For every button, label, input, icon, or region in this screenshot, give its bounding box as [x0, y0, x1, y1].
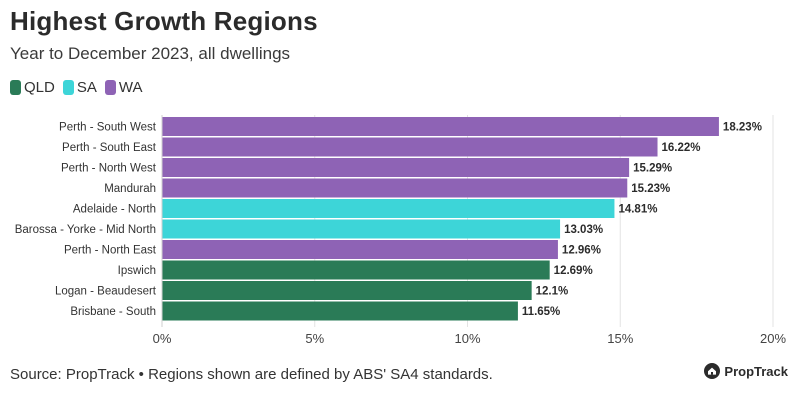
proptrack-logo-icon [704, 363, 721, 379]
bar [162, 219, 561, 239]
legend-item-wa: WA [104, 79, 143, 96]
data-label: 18.23% [723, 122, 762, 134]
category-label: Perth - North West [61, 163, 157, 175]
legend: QLD SA WA [10, 79, 142, 96]
data-label: 14.81% [618, 204, 657, 216]
legend-swatch-qld [10, 80, 21, 95]
bar [162, 260, 550, 280]
chart-subtitle: Year to December 2023, all dwellings [10, 44, 291, 63]
category-label: Mandurah [104, 183, 156, 195]
category-label: Logan - Beaudesert [55, 286, 157, 298]
category-label: Ipswich [118, 265, 156, 277]
data-label: 12.96% [562, 245, 601, 257]
data-label: 12.69% [554, 265, 593, 277]
category-label: Perth - South East [62, 142, 157, 154]
category-label: Perth - North East [64, 245, 157, 257]
legend-swatch-sa [62, 80, 74, 95]
x-tick-label: 20% [760, 331, 786, 346]
x-tick-label: 15% [607, 331, 633, 346]
legend-item-sa: SA [62, 79, 97, 96]
bar-chart: 0% 5% 10% 15% 20% Perth - South West 18.23% Per… [15, 115, 786, 346]
legend-swatch-wa [104, 80, 116, 95]
bar [162, 281, 532, 300]
bar [162, 178, 628, 198]
x-tick-label: 5% [305, 331, 324, 346]
bar [162, 199, 615, 218]
legend-label-wa: WA [118, 79, 143, 96]
brand-logo: PropTrack [704, 363, 788, 379]
legend-label-qld: QLD [24, 79, 55, 96]
data-label: 15.29% [633, 163, 672, 175]
bar [162, 158, 630, 177]
data-label: 12.1% [536, 286, 569, 298]
data-label: 16.22% [662, 142, 701, 154]
x-tick-label: 10% [454, 331, 480, 346]
bar [162, 117, 719, 136]
source-footnote: Source: PropTrack • Regions shown are de… [10, 366, 493, 383]
chart-title: Highest Growth Regions [10, 6, 318, 36]
category-label: Perth - South West [59, 122, 157, 134]
data-label: 13.03% [564, 224, 603, 236]
x-tick-label: 0% [153, 331, 172, 346]
category-label: Barossa - Yorke - Mid North [15, 224, 156, 236]
bar [162, 137, 658, 157]
bar [162, 301, 518, 321]
category-label: Adelaide - North [73, 204, 156, 216]
bar [162, 240, 558, 259]
category-label: Brisbane - South [70, 306, 156, 318]
legend-item-qld: QLD [10, 79, 55, 96]
data-label: 15.23% [631, 183, 670, 195]
legend-label-sa: SA [76, 79, 97, 96]
data-label: 11.65% [522, 306, 560, 318]
brand-name: PropTrack [724, 363, 788, 379]
